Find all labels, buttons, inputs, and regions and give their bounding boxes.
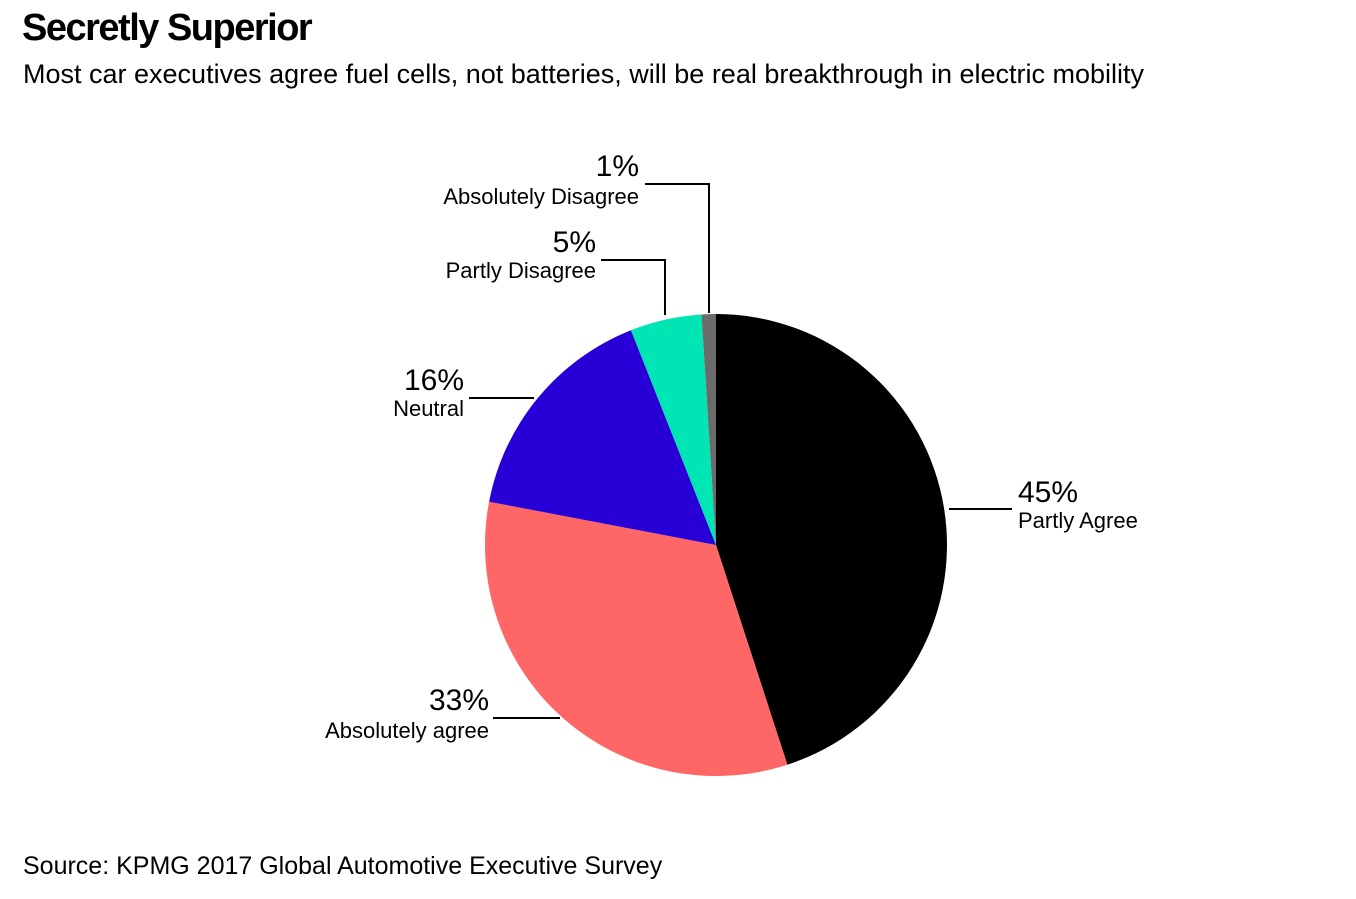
- category-label-absolutely-agree: Absolutely agree: [325, 718, 489, 743]
- category-label-partly-disagree: Partly Disagree: [446, 258, 596, 283]
- value-label-partly-disagree: 5%: [553, 226, 596, 259]
- category-label-neutral: Neutral: [393, 396, 464, 421]
- value-label-absolutely-disagree: 1%: [596, 150, 639, 183]
- leader-lines: [469, 183, 1012, 719]
- pie-slices: [484, 314, 947, 776]
- pie-slice-partly-disagree: [630, 314, 716, 545]
- value-label-partly-agree: 45%: [1018, 476, 1078, 509]
- value-label-neutral: 16%: [404, 364, 464, 397]
- pie-slice-absolutely-disagree: [701, 314, 716, 545]
- value-label-absolutely-agree: 33%: [429, 684, 489, 717]
- pie-slice-neutral: [489, 330, 716, 545]
- chart-subtitle: Most car executives agree fuel cells, no…: [23, 59, 1145, 89]
- category-label-absolutely-disagree: Absolutely Disagree: [443, 184, 639, 209]
- pie-slice-absolutely-agree: [484, 501, 788, 776]
- chart-title: Secretly Superior: [22, 7, 313, 49]
- slice-labels: 45%Partly Agree 33%Absolutely agree 16%Neu…: [325, 150, 1138, 743]
- pie-slice-partly-agree: [716, 314, 947, 765]
- source-note: Source: KPMG 2017 Global Automotive Exec…: [23, 852, 663, 880]
- category-label-partly-agree: Partly Agree: [1018, 508, 1138, 533]
- leader-line-partly-disagree: [601, 259, 666, 315]
- leader-line-absolutely-disagree: [645, 183, 710, 313]
